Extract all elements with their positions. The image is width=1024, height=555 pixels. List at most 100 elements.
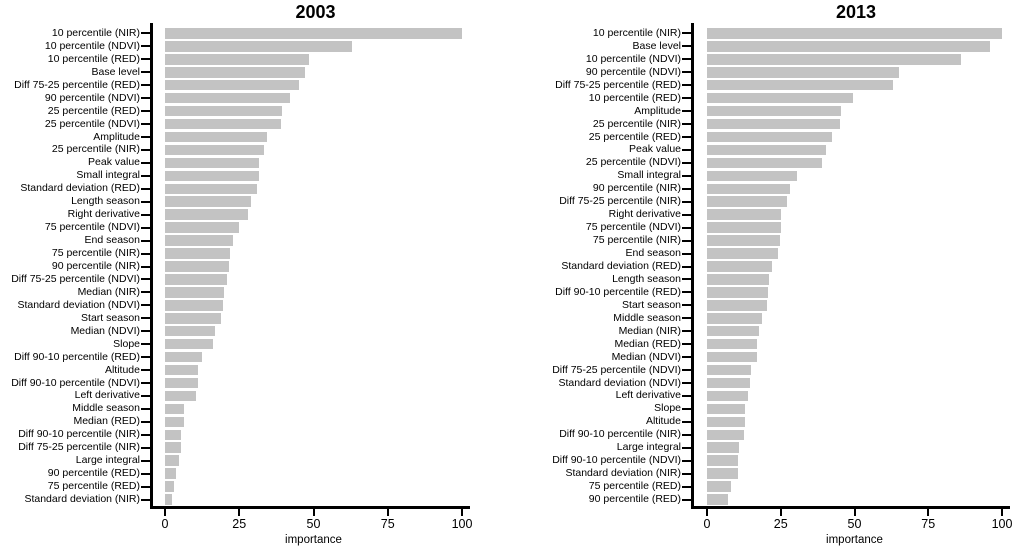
- category-label: Diff 90-10 percentile (RED): [14, 350, 140, 363]
- bar: [707, 416, 746, 428]
- bar: [165, 144, 265, 156]
- x-tick: [1001, 509, 1003, 516]
- bar: [707, 28, 1002, 39]
- bar: [707, 300, 767, 311]
- bar: [165, 313, 222, 324]
- bar: [165, 494, 173, 505]
- category-label: Length season: [612, 272, 681, 285]
- category-label: Median (RED): [614, 337, 681, 350]
- bar: [707, 429, 744, 441]
- category-label: Right derivative: [608, 208, 681, 221]
- y-tick: [141, 213, 150, 216]
- bar: [165, 183, 258, 195]
- bar: [165, 442, 181, 453]
- bar: [165, 403, 185, 415]
- y-tick: [682, 136, 691, 139]
- bar: [707, 377, 750, 389]
- category-label: Diff 75-25 percentile (RED): [14, 78, 140, 91]
- y-tick: [682, 369, 691, 372]
- y-tick: [682, 498, 691, 501]
- y-tick: [682, 123, 691, 126]
- y-tick: [141, 174, 150, 177]
- bar: [707, 390, 749, 402]
- bar: [165, 209, 249, 220]
- bar: [707, 403, 746, 415]
- x-tick: [779, 509, 782, 516]
- bar: [165, 196, 252, 207]
- bar: [707, 157, 823, 169]
- category-label: 25 percentile (NDVI): [44, 117, 140, 130]
- y-tick: [141, 265, 150, 268]
- category-label: Diff 90-10 percentile (NDVI): [552, 454, 681, 467]
- bar: [165, 54, 310, 65]
- y-tick: [141, 200, 150, 203]
- x-tick: [706, 509, 708, 516]
- category-label: 75 percentile (NIR): [592, 234, 681, 247]
- bar: [707, 183, 790, 195]
- bar: [165, 274, 228, 285]
- category-label: Middle season: [72, 402, 140, 415]
- bar: [165, 364, 198, 376]
- bar: [165, 131, 268, 143]
- bar: [165, 67, 305, 78]
- x-tick-label: 75: [921, 517, 936, 531]
- bar: [707, 41, 991, 52]
- bar: [707, 79, 893, 91]
- x-tick: [312, 509, 315, 516]
- bar: [707, 364, 752, 376]
- bar: [165, 41, 353, 52]
- bar: [165, 287, 225, 298]
- y-tick: [141, 110, 150, 113]
- category-label: Slope: [654, 402, 681, 415]
- category-label: Peak value: [88, 156, 140, 169]
- bar: [165, 481, 174, 492]
- bar: [707, 325, 759, 337]
- category-label: Middle season: [613, 311, 681, 324]
- category-label: 75 percentile (RED): [47, 480, 140, 493]
- category-label: Standard deviation (NDVI): [17, 298, 140, 311]
- bar: [707, 442, 740, 453]
- x-tick-label: 50: [847, 517, 862, 531]
- y-tick: [141, 71, 150, 74]
- category-label: 10 percentile (RED): [47, 52, 140, 65]
- y-tick: [141, 291, 150, 294]
- y-tick: [141, 239, 150, 242]
- y-tick: [141, 45, 150, 48]
- bar: [165, 416, 184, 428]
- y-tick: [141, 446, 150, 449]
- category-label: Right derivative: [67, 208, 140, 221]
- bar: [165, 118, 281, 130]
- y-tick: [141, 382, 150, 384]
- y-tick: [141, 187, 150, 190]
- bar: [707, 222, 781, 233]
- category-label: 25 percentile (NIR): [51, 143, 140, 156]
- bar: [707, 131, 833, 143]
- bar: [165, 92, 290, 104]
- category-label: Diff 75-25 percentile (NIR): [18, 441, 140, 454]
- bar: [707, 494, 728, 505]
- y-tick: [682, 71, 691, 74]
- y-tick: [682, 239, 691, 242]
- bar: [707, 209, 782, 220]
- y-tick: [141, 97, 150, 100]
- y-tick: [682, 110, 691, 113]
- chart-2013-title: 2013: [835, 2, 877, 22]
- y-tick: [682, 226, 691, 229]
- bar: [165, 79, 299, 91]
- category-label: End season: [625, 247, 681, 260]
- y-tick: [141, 394, 150, 397]
- x-tick-label: 100: [991, 517, 1013, 531]
- y-tick: [141, 136, 150, 139]
- bar: [707, 170, 797, 182]
- y-tick: [141, 356, 150, 359]
- y-tick: [682, 472, 691, 475]
- y-tick: [682, 317, 691, 320]
- bar: [165, 351, 203, 363]
- category-label: End season: [84, 234, 140, 247]
- bar: [165, 377, 198, 389]
- category-label: 10 percentile (NDVI): [585, 52, 681, 65]
- x-tick-label: 75: [380, 517, 395, 531]
- y-tick: [141, 330, 150, 333]
- x-tick: [386, 509, 389, 516]
